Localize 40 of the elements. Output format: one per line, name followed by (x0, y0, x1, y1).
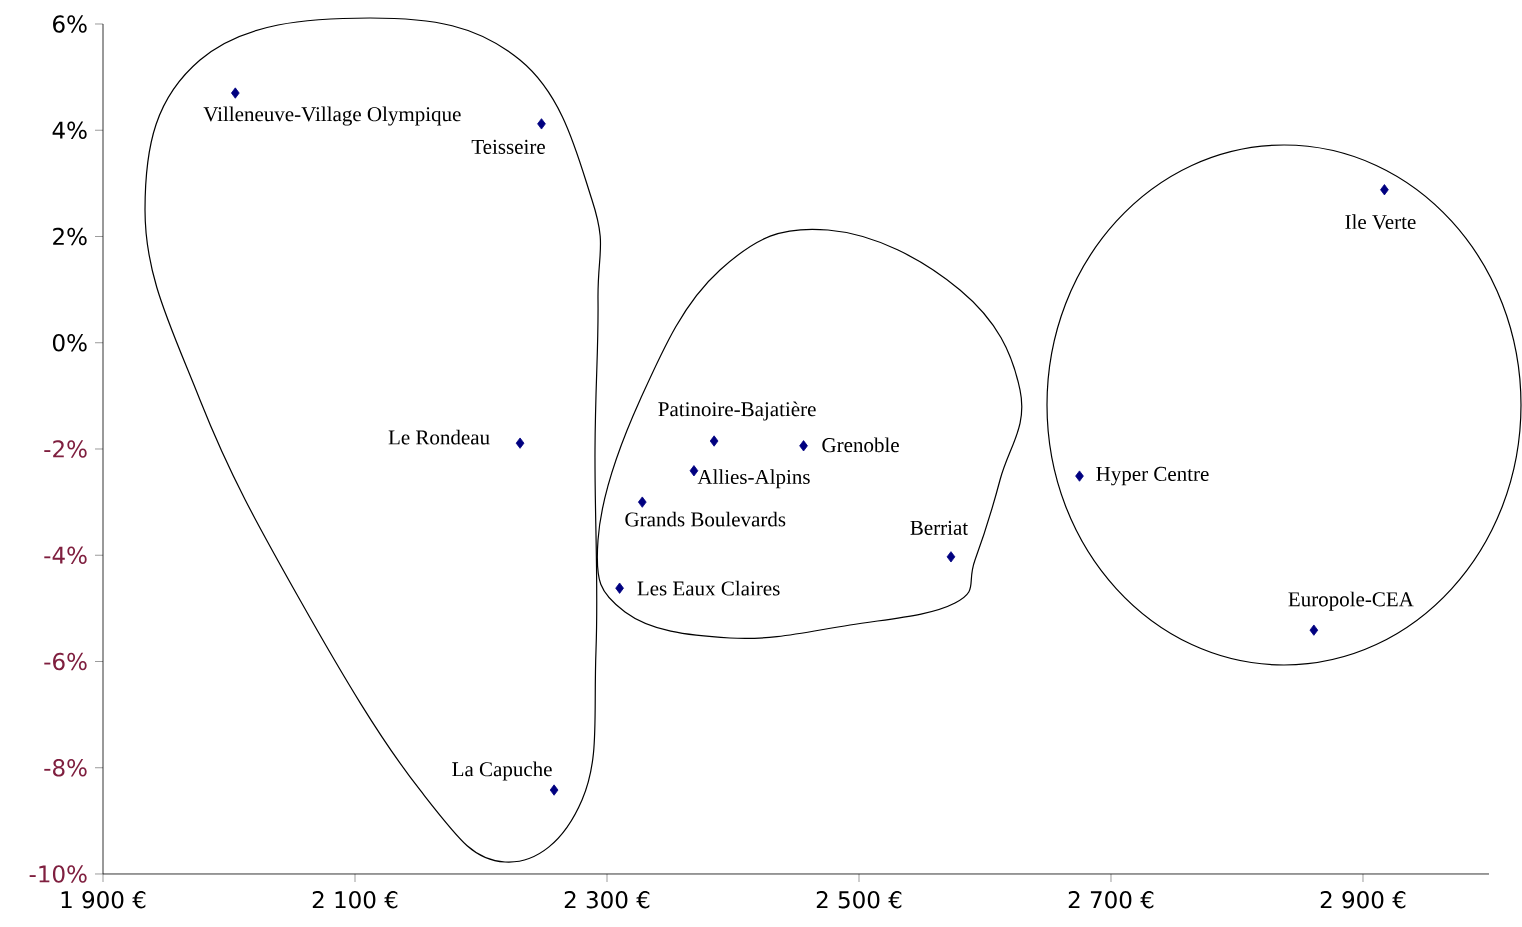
x-tick-label: 2 900 € (1320, 891, 1406, 909)
annotation: Allies-Alpins (697, 469, 810, 489)
point (615, 582, 624, 594)
point (515, 437, 525, 449)
x-tick-label: 2 300 € (564, 891, 650, 909)
point (231, 87, 240, 99)
annotation: Patinoire-Bajatière (658, 401, 816, 421)
x-tick-label: 2 100 € (312, 891, 398, 909)
y-tick-label: -6% (44, 652, 87, 671)
point (946, 551, 956, 563)
point (637, 496, 647, 508)
y-tick-label: 6% (53, 15, 87, 33)
x-tick-label: 2 700 € (1068, 891, 1154, 909)
point (799, 440, 808, 452)
annotation: Hyper Centre (1096, 466, 1209, 486)
point (1309, 624, 1319, 636)
annotation: Les Eaux Claires (637, 580, 780, 596)
point (1380, 184, 1389, 196)
y-tick-label: 4% (52, 121, 87, 139)
x-tick-label: 2 500 € (816, 891, 902, 909)
annotation: Teisseire (471, 139, 545, 154)
annotation: Le Rondeau (388, 429, 490, 445)
y-tick-label: -4% (44, 546, 87, 564)
point (549, 784, 559, 796)
annotation: Grands Boulevards (625, 511, 786, 527)
annotation: Berriat (910, 520, 969, 535)
y-tick-label: -8% (44, 759, 87, 777)
point (709, 435, 719, 447)
x-tick-label: 1 900 € (61, 891, 146, 909)
y-tick-label: 0% (52, 334, 87, 352)
annotation: Grenoble (822, 437, 899, 453)
y-tick-label: -2% (44, 440, 87, 458)
y-tick-label: 2% (53, 227, 87, 246)
point (537, 118, 546, 130)
point (1075, 470, 1084, 482)
annotation: Europole-CEA (1288, 591, 1414, 611)
annotation: Villeneuve-Village Olympique (203, 106, 461, 126)
annotation: La Capuche (452, 761, 552, 781)
y-tick-label: -10% (29, 865, 87, 883)
annotation: Ile Verte (1345, 214, 1416, 230)
